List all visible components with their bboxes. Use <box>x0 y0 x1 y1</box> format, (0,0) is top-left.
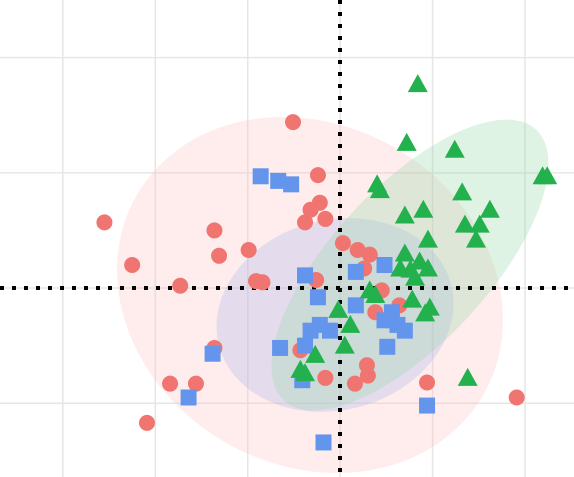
point <box>358 357 375 374</box>
point <box>206 222 223 239</box>
point <box>347 263 364 280</box>
point <box>394 205 415 224</box>
point <box>407 74 428 93</box>
point <box>444 139 465 158</box>
point <box>537 166 558 185</box>
point <box>396 322 413 339</box>
point <box>379 338 396 355</box>
point <box>383 304 400 321</box>
point <box>96 214 113 231</box>
point <box>466 229 487 248</box>
point <box>469 214 490 233</box>
point <box>508 389 525 406</box>
point <box>187 375 204 392</box>
point <box>419 374 436 391</box>
point <box>305 344 326 363</box>
point <box>396 132 417 151</box>
point <box>297 267 314 284</box>
point <box>180 389 197 406</box>
point <box>369 180 390 199</box>
point <box>417 229 438 248</box>
point <box>334 335 355 354</box>
point <box>417 258 438 277</box>
point <box>309 167 326 184</box>
point <box>211 247 228 264</box>
point <box>334 235 351 252</box>
point <box>457 367 478 386</box>
point <box>361 246 378 263</box>
point <box>365 284 386 303</box>
point <box>309 289 326 306</box>
point <box>479 199 500 218</box>
point <box>254 274 271 291</box>
point <box>328 299 349 318</box>
marks <box>96 74 558 451</box>
point <box>124 257 141 273</box>
point <box>270 172 287 189</box>
point <box>454 214 475 233</box>
point <box>285 114 302 131</box>
point <box>162 375 179 392</box>
point <box>347 297 364 314</box>
point <box>283 176 300 193</box>
point <box>295 363 316 382</box>
point <box>452 182 473 201</box>
point <box>321 322 338 339</box>
point <box>405 267 426 286</box>
point <box>340 314 361 333</box>
point <box>419 397 436 414</box>
point <box>252 168 269 185</box>
point <box>317 369 334 386</box>
point <box>138 414 155 431</box>
point <box>317 210 334 227</box>
point <box>311 194 328 211</box>
point <box>272 339 289 356</box>
point <box>346 375 363 392</box>
point <box>297 214 314 231</box>
point <box>315 434 332 451</box>
point <box>413 199 434 218</box>
point <box>415 303 436 322</box>
point <box>349 242 366 259</box>
point <box>204 345 221 362</box>
point <box>376 257 393 273</box>
point <box>240 242 257 259</box>
point <box>172 277 189 294</box>
point <box>394 243 415 262</box>
point <box>297 337 314 354</box>
point <box>402 289 423 308</box>
